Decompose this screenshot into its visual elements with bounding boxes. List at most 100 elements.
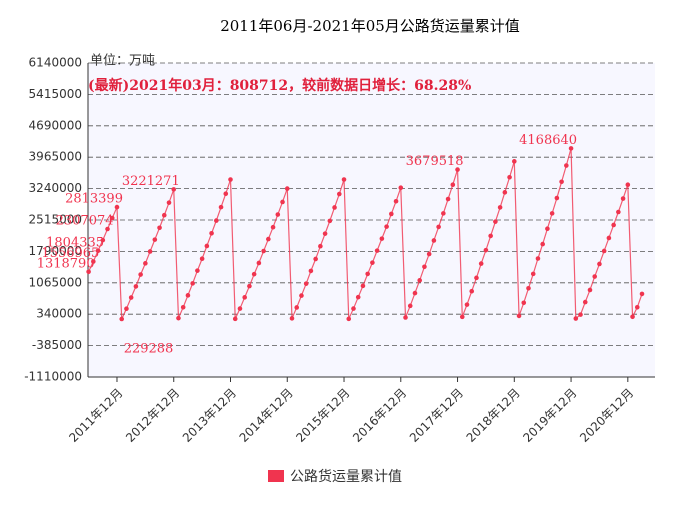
data-point <box>299 293 304 298</box>
data-point <box>616 209 621 215</box>
data-point <box>592 274 598 279</box>
data-label: 1556965 <box>41 246 99 261</box>
data-point <box>587 287 593 293</box>
data-point <box>483 247 489 253</box>
data-point <box>478 261 484 266</box>
data-point <box>138 272 143 277</box>
data-point <box>497 205 503 210</box>
data-point <box>143 261 148 266</box>
data-point <box>564 163 569 168</box>
data-point <box>284 186 290 191</box>
data-point <box>459 314 465 320</box>
data-point <box>161 212 167 218</box>
annotation: (最新)2021年03月：808712，较前数据日增长：68.28% <box>88 77 471 94</box>
data-point <box>639 291 645 297</box>
data-point <box>336 191 342 197</box>
y-tick-label: 3965000 <box>29 150 82 164</box>
data-point <box>365 271 370 277</box>
data-point <box>549 211 555 216</box>
y-tick-label: 1065000 <box>29 275 82 289</box>
data-point <box>86 269 91 275</box>
data-point <box>554 195 560 201</box>
data-point <box>370 260 375 265</box>
data-point <box>109 215 115 221</box>
data-label: 229288 <box>124 341 174 356</box>
data-point <box>332 205 337 210</box>
x-tick-label: 2017年12月 <box>407 386 466 445</box>
data-point <box>384 224 389 229</box>
data-point <box>436 224 441 230</box>
data-point <box>512 159 517 164</box>
data-point <box>346 316 352 322</box>
data-label: 1804335 <box>46 235 104 250</box>
x-tick-label: 2012年12月 <box>123 386 182 445</box>
data-point <box>417 278 423 283</box>
data-point <box>195 268 200 273</box>
data-point <box>180 304 186 310</box>
data-point <box>450 182 456 188</box>
data-point <box>275 212 281 217</box>
y-tick-label: -1110000 <box>24 370 82 384</box>
data-point <box>294 305 300 310</box>
data-label: 4168640 <box>519 133 577 148</box>
data-point <box>507 174 512 180</box>
data-point <box>464 302 470 307</box>
data-point <box>341 177 347 182</box>
data-point <box>147 249 153 254</box>
data-point <box>516 313 522 319</box>
data-label: 1318790 <box>37 256 95 271</box>
data-point <box>171 187 177 192</box>
data-point <box>232 316 238 322</box>
y-tick-label: -385000 <box>32 338 82 352</box>
data-point <box>540 241 545 247</box>
x-tick-label: 2015年12月 <box>293 386 352 445</box>
data-point <box>545 226 550 232</box>
data-label: 3221271 <box>122 174 180 189</box>
data-point <box>223 191 229 197</box>
data-point <box>611 222 616 228</box>
data-point <box>355 294 361 300</box>
data-point <box>204 243 210 249</box>
data-point <box>199 256 205 262</box>
y-tick-label: 2515000 <box>29 213 82 227</box>
data-point <box>114 204 120 210</box>
data-point <box>455 167 460 172</box>
data-point <box>407 303 413 309</box>
data-point <box>303 281 309 286</box>
data-point <box>327 218 333 224</box>
data-point <box>91 259 96 264</box>
data-point <box>521 300 527 306</box>
data-point <box>634 304 640 310</box>
data-point <box>625 182 631 188</box>
data-point <box>502 190 508 195</box>
data-point <box>313 256 318 262</box>
data-point <box>412 290 418 296</box>
data-point <box>270 224 276 230</box>
data-point <box>630 314 635 320</box>
data-point <box>568 146 574 151</box>
data-point <box>573 316 579 321</box>
data-point <box>100 237 106 243</box>
data-point <box>441 211 446 216</box>
data-point <box>578 312 583 317</box>
data-point <box>559 179 564 185</box>
data-point <box>351 306 356 311</box>
data-label: 2307074 <box>56 214 114 229</box>
unit-label: 单位：万吨 <box>90 54 155 69</box>
data-point <box>374 248 380 253</box>
data-point <box>620 196 626 201</box>
data-point <box>322 231 328 236</box>
data-point <box>426 251 432 257</box>
data-point <box>214 218 219 223</box>
series-line <box>88 148 643 320</box>
x-tick-label: 2019年12月 <box>520 386 579 445</box>
data-point <box>445 196 451 202</box>
y-tick-label: 4690000 <box>29 118 82 132</box>
data-point <box>119 316 125 322</box>
data-point <box>431 238 437 243</box>
data-point <box>247 283 252 289</box>
data-point <box>95 248 101 254</box>
data-point <box>228 177 233 182</box>
chart-title: 2011年06月-2021年05月公路货运量累计值 <box>220 17 520 35</box>
data-point <box>389 211 394 217</box>
